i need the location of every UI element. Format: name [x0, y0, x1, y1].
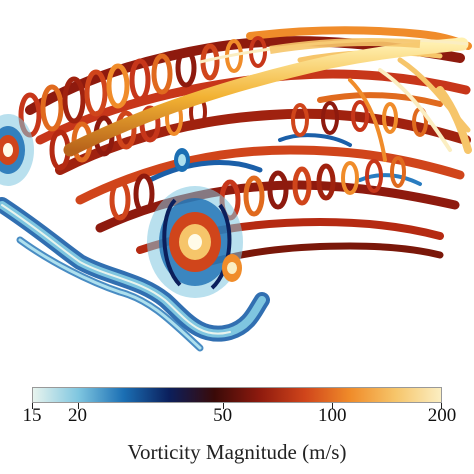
- colorbar-tick: [222, 403, 224, 409]
- colorbar-tick-label: 100: [318, 405, 347, 426]
- wake-sheet: [0, 197, 270, 352]
- slice-cores: [0, 114, 243, 298]
- colorbar-tick-label: 15: [22, 405, 42, 426]
- colorbar-tick: [332, 403, 334, 409]
- colorbar-tick-label: 50: [213, 405, 233, 426]
- vortex-rendering: [0, 26, 472, 352]
- hub-vortex: [63, 37, 469, 157]
- colorbar-tick: [441, 403, 442, 409]
- colorbar-title: Vorticity Magnitude (m/s): [127, 440, 347, 464]
- colorbar-tick-label: 20: [68, 405, 88, 426]
- colorbar-tick: [77, 403, 79, 409]
- colorbar: [32, 387, 442, 409]
- colorbar-tick: [32, 403, 33, 409]
- tip-vortex-highlights: [348, 57, 472, 162]
- colorbar-tick-label: 200: [427, 405, 457, 426]
- colorbar-gradient: [32, 387, 442, 403]
